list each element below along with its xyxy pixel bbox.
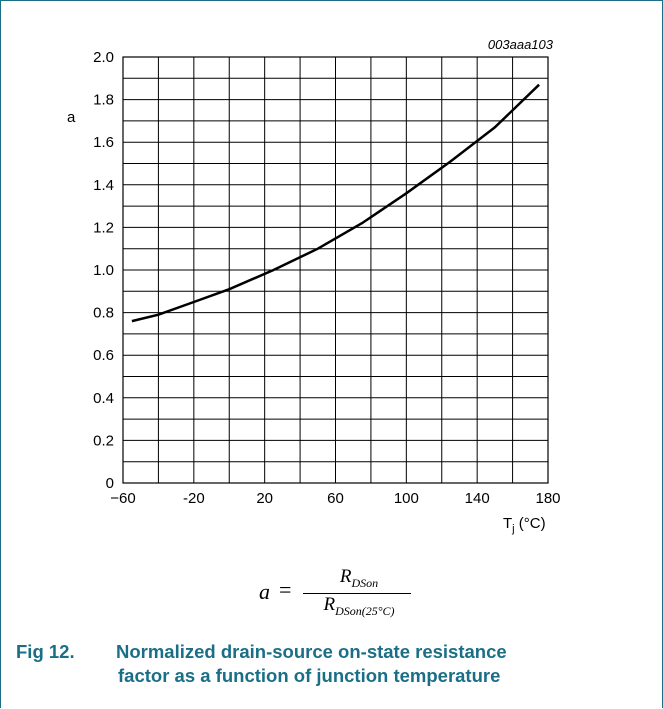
x-tick-label: 60 [327, 490, 344, 507]
x-axis-label: Tj (°C) [503, 515, 546, 535]
y-tick-label: 0.2 [93, 432, 114, 449]
y-tick-label: 1.0 [93, 262, 114, 279]
y-tick-label: 0 [106, 475, 114, 492]
chart: 0 0.2 0.4 0.6 0.8 1.0 1.2 1.4 1.6 1.8 2.0 −60 -20 20… [67, 37, 561, 535]
y-tick-labels: 0 0.2 0.4 0.6 0.8 1.0 1.2 1.4 1.6 1.8 2.0 [93, 49, 114, 492]
x-tick-label: 100 [394, 490, 419, 507]
x-tick-label: 180 [535, 490, 560, 507]
x-tick-label: −60 [110, 490, 135, 507]
formula-lhs: a [259, 579, 270, 604]
chart-grid [122, 56, 549, 484]
plot-border [122, 56, 549, 484]
y-tick-label: 0.8 [93, 305, 114, 322]
formula-equals: = [279, 577, 292, 602]
formula-denominator: RDSon(25°C) [323, 594, 395, 618]
series-line [131, 83, 540, 323]
figure-caption: Fig 12. Normalized drain-source on-state … [16, 640, 636, 688]
y-tick-label: 0.6 [93, 347, 114, 364]
y-tick-label: 1.4 [93, 177, 114, 194]
caption-line-2: factor as a function of junction tempera… [118, 665, 501, 686]
y-tick-label: 1.8 [93, 92, 114, 109]
x-tick-labels: −60 -20 20 60 100 140 180 [110, 490, 560, 507]
y-tick-label: 2.0 [93, 49, 114, 66]
y-axis-label: a [67, 109, 76, 126]
formula: a = RDSon RDSon(25°C) [255, 566, 425, 626]
figure-code: 003aaa103 [488, 37, 554, 52]
x-tick-label: -20 [183, 490, 205, 507]
y-tick-label: 1.2 [93, 219, 114, 236]
formula-numerator: RDSon [339, 566, 379, 590]
y-tick-label: 1.6 [93, 134, 114, 151]
x-tick-label: 20 [256, 490, 273, 507]
y-tick-label: 0.4 [93, 390, 114, 407]
formula-fraction-bar [303, 593, 411, 594]
x-tick-label: 140 [465, 490, 490, 507]
caption-line-1: Normalized drain-source on-state resista… [116, 641, 507, 662]
caption-number: Fig 12. [16, 641, 75, 662]
